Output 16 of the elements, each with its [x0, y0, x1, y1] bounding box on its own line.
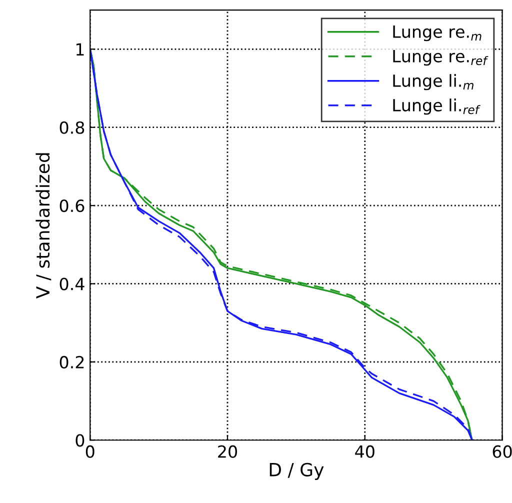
legend-label: Lunge re.$_{ref}$: [393, 50, 488, 66]
legend-label: Lunge li.$_{m}$: [393, 74, 474, 90]
x-axis-title: D / Gy: [270, 462, 324, 480]
y-tick-label: 0.4: [60, 278, 84, 290]
legend-label: Lunge li.$_{ref}$: [393, 98, 480, 115]
x-tick-label: 40: [355, 445, 374, 458]
y-tick-label: 0: [76, 434, 84, 447]
legend-label: Lunge re.$_{m}$: [393, 26, 482, 42]
y-tick-label: 1: [76, 43, 84, 56]
x-tick-label: 20: [218, 445, 237, 458]
y-tick-label: 0.2: [60, 356, 84, 368]
x-tick-label: 60: [492, 445, 512, 458]
y-axis-title: V / standardized: [36, 153, 52, 298]
y-tick-label: 0.8: [60, 121, 84, 134]
y-tick-label: 0.6: [60, 200, 84, 212]
x-tick-label: 0: [86, 445, 94, 458]
